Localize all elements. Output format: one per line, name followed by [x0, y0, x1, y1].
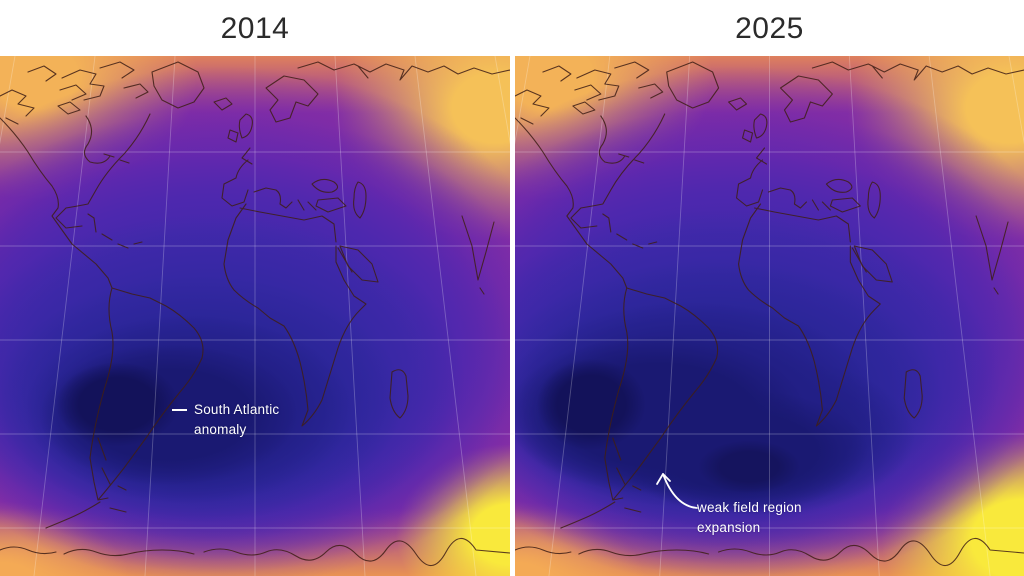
annotation-line-1: weak field region — [697, 500, 802, 515]
annotation-weak-field-expansion: weak field region expansion — [697, 498, 802, 538]
panel-divider — [510, 56, 515, 576]
curved-arrow-icon — [651, 460, 707, 516]
leader-line — [172, 409, 187, 411]
annotation-line-1: South Atlantic — [194, 402, 280, 417]
annotation-line-2: anomaly — [194, 422, 247, 437]
header: 2014 2025 — [0, 0, 1024, 56]
map-title-2025: 2025 — [735, 12, 804, 45]
map-title-2014: 2014 — [220, 12, 290, 45]
world-map-2014 — [0, 56, 510, 576]
map-panel-2025: weak field region expansion — [515, 56, 1024, 576]
annotation-south-atlantic-anomaly: South Atlantic anomaly — [172, 400, 279, 440]
map-panel-2014: South Atlantic anomaly — [0, 56, 510, 576]
annotation-line-2: expansion — [697, 520, 761, 535]
